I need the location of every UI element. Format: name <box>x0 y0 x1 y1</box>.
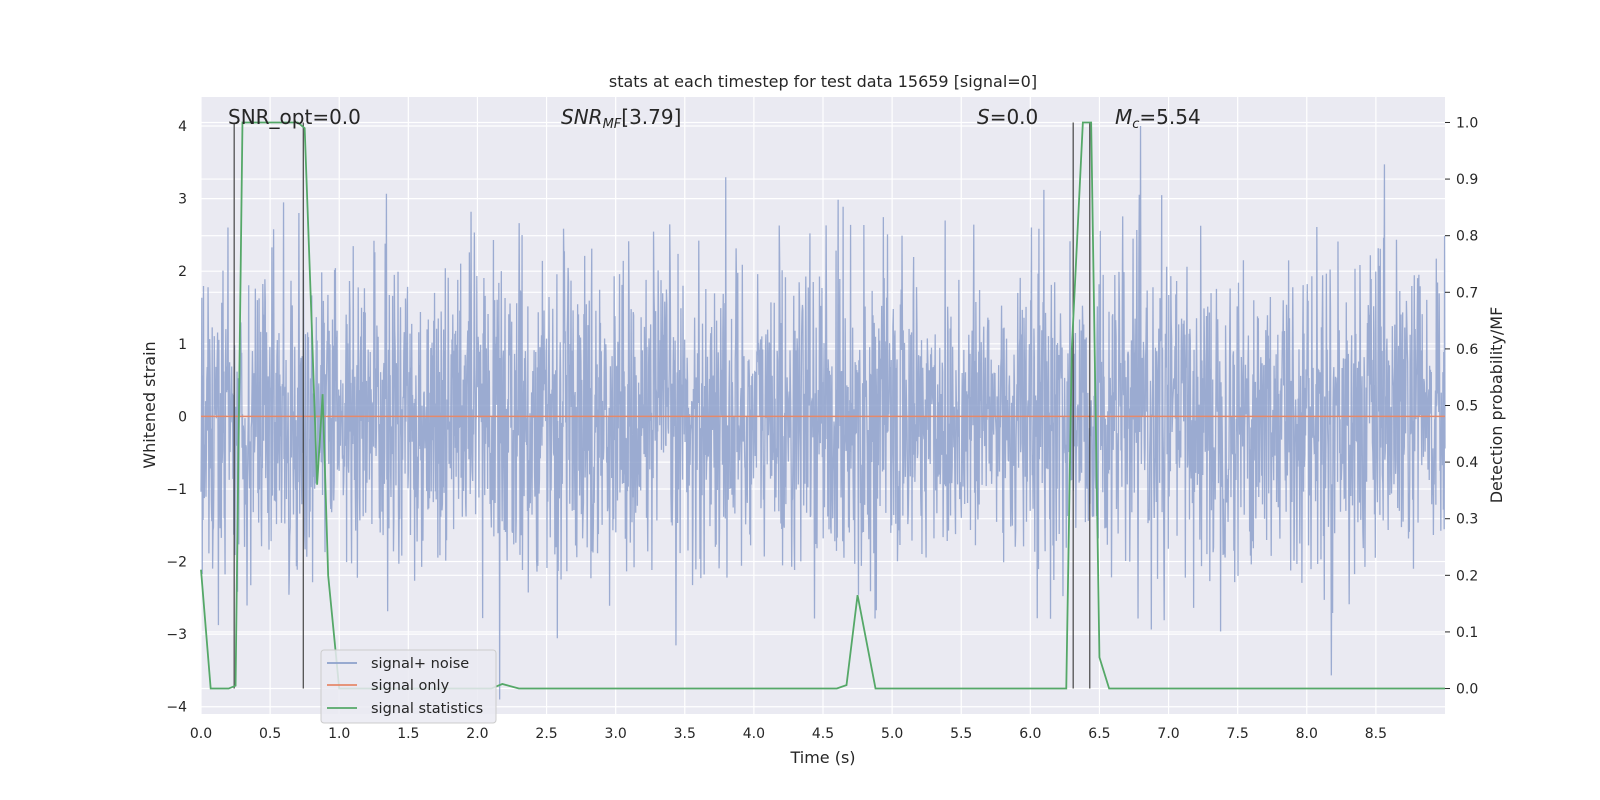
x-tick-label: 0.0 <box>190 726 212 742</box>
x-tick-label: 1.5 <box>397 726 419 742</box>
left-y-tick-label: 1 <box>178 337 187 353</box>
legend-label-signal-plus-noise: signal+ noise <box>371 656 469 672</box>
annotation-snr-opt: SNR_opt=0.0 <box>228 105 361 129</box>
x-tick-label: 5.0 <box>881 726 903 742</box>
x-tick-label: 2.0 <box>466 726 488 742</box>
noise-trace <box>200 126 1446 700</box>
legend: signal+ noise signal only signal statist… <box>320 649 497 724</box>
right-y-axis-label: Detection probability/MF <box>1487 307 1506 504</box>
left-y-tick-label: −1 <box>166 482 187 498</box>
x-tick-label: 7.5 <box>1227 726 1249 742</box>
statistics-line <box>200 121 1445 690</box>
left-y-tick-labels: 4 3 2 1 0 −1 −2 −3 −4 <box>166 119 187 716</box>
right-y-tick-label: 0.4 <box>1456 455 1478 471</box>
left-y-tick-label: 2 <box>178 264 187 280</box>
legend-box <box>320 649 497 724</box>
chart-title: stats at each timestep for test data 156… <box>609 72 1037 91</box>
right-y-tick-label: 0.8 <box>1456 229 1478 245</box>
legend-label-signal-only: signal only <box>371 678 450 694</box>
x-tick-label: 3.5 <box>674 726 696 742</box>
x-tick-label: 1.0 <box>328 726 350 742</box>
x-axis-label: Time (s) <box>789 748 855 767</box>
x-tick-label: 8.5 <box>1365 726 1387 742</box>
x-tick-label: 4.0 <box>743 726 765 742</box>
right-y-tick-label: 1.0 <box>1456 115 1478 131</box>
right-y-tick-label: 0.0 <box>1456 682 1478 698</box>
legend-label-signal-statistics: signal statistics <box>371 701 483 717</box>
x-tick-label: 6.0 <box>1019 726 1041 742</box>
right-y-tick-label: 0.3 <box>1456 512 1478 528</box>
left-y-tick-label: −2 <box>166 555 187 571</box>
x-tick-label: 8.0 <box>1296 726 1318 742</box>
right-y-tick-label: 0.2 <box>1456 568 1478 584</box>
x-tick-label: 5.5 <box>950 726 972 742</box>
annotation-mc: Mc=5.54 <box>1115 105 1201 132</box>
right-y-tick-label: 0.1 <box>1456 625 1478 641</box>
right-y-tick-label: 0.9 <box>1456 172 1478 188</box>
left-y-axis-label: Whitened strain <box>140 341 159 468</box>
series-signal-plus-noise <box>200 126 1446 700</box>
x-tick-label: 0.5 <box>259 726 281 742</box>
right-y-tick-label: 0.7 <box>1456 285 1478 301</box>
x-tick-label: 6.5 <box>1088 726 1110 742</box>
x-tick-label: 4.5 <box>812 726 834 742</box>
annotation-s: S=0.0 <box>977 105 1038 129</box>
left-y-tick-label: −4 <box>166 700 187 716</box>
right-y-tick-labels: 1.0 0.9 0.8 0.7 0.6 0.5 0.4 0.3 0.2 0.1 0.0 <box>1445 115 1478 698</box>
series-signal-statistics <box>200 121 1445 690</box>
left-y-tick-label: 4 <box>178 119 187 135</box>
x-tick-label: 3.0 <box>605 726 627 742</box>
right-y-tick-label: 0.5 <box>1456 399 1478 415</box>
left-y-tick-label: 0 <box>178 409 187 425</box>
x-tick-labels: 0.0 0.5 1.0 1.5 2.0 2.5 3.0 3.5 4.0 4.5 5.0 5.5 6.0 6… <box>190 726 1387 742</box>
annotation-snr-mf: SNRMF[3.79] <box>561 105 681 132</box>
left-y-tick-label: −3 <box>166 627 187 643</box>
left-y-tick-label: 3 <box>178 192 187 208</box>
marker-lines <box>233 122 1091 689</box>
right-y-tick-label: 0.6 <box>1456 342 1478 358</box>
x-tick-label: 7.0 <box>1157 726 1179 742</box>
x-tick-label: 2.5 <box>535 726 557 742</box>
